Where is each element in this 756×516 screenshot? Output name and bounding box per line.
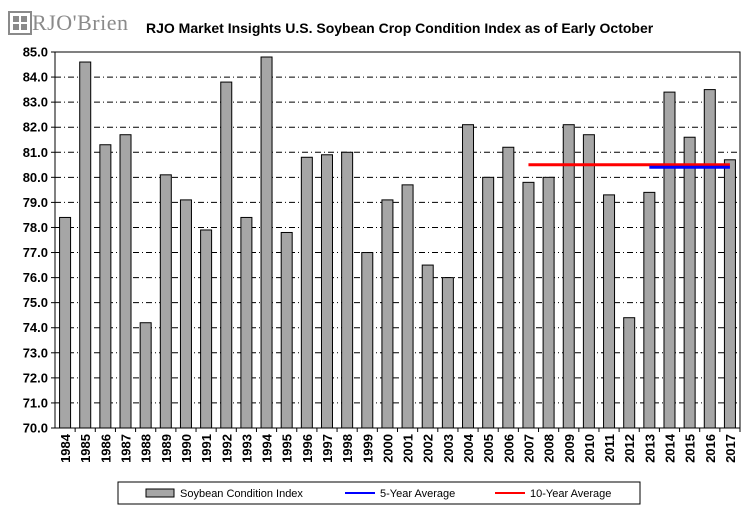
x-tick-label-1995: 1995: [280, 434, 295, 463]
bar-2001: [401, 184, 414, 429]
bar-2007: [522, 181, 535, 429]
bar-2008: [542, 176, 555, 429]
bar-1997: [320, 154, 333, 429]
x-tick-label-2016: 2016: [703, 434, 718, 463]
y-tick-label: 83.0: [23, 95, 48, 110]
bar-2014: [663, 91, 676, 429]
legend-swatch-soybean: [145, 488, 175, 498]
y-tick-label: 70.0: [23, 421, 48, 436]
x-tick-label-2002: 2002: [421, 434, 436, 463]
bar-2004: [462, 124, 475, 429]
x-tick-label-2010: 2010: [582, 434, 597, 463]
x-tick-label-1994: 1994: [260, 433, 275, 463]
x-tick-label-2004: 2004: [461, 433, 476, 463]
bar-1994: [260, 56, 273, 429]
y-tick-label: 84.0: [23, 70, 48, 85]
bar-2011: [603, 194, 616, 429]
y-tick-label: 71.0: [23, 395, 48, 410]
x-tick-label-1984: 1984: [58, 433, 73, 463]
bar-2009: [562, 124, 575, 429]
bar-1984: [59, 216, 72, 429]
bar-1991: [200, 229, 213, 429]
bar-2002: [421, 264, 434, 429]
bar-2005: [482, 176, 495, 429]
y-tick-label: 75.0: [23, 295, 48, 310]
x-tick-label-1988: 1988: [139, 434, 154, 463]
bar-1990: [179, 199, 192, 429]
legend-box: [117, 481, 641, 505]
rjo-brien-logo: RJO'Brien: [8, 8, 128, 38]
x-tick-label-2008: 2008: [542, 434, 557, 463]
x-tick-label-1985: 1985: [78, 434, 93, 463]
y-tick-label: 77.0: [23, 245, 48, 260]
bar-2003: [441, 277, 454, 429]
y-tick-label: 72.0: [23, 370, 48, 385]
y-tick-label: 82.0: [23, 120, 48, 135]
y-tick-label: 73.0: [23, 345, 48, 360]
bar-2017: [723, 159, 736, 429]
bar-1989: [159, 174, 172, 429]
bar-1986: [99, 144, 112, 429]
y-tick-label: 78.0: [23, 220, 48, 235]
legend-label-soybean: Soybean Condition Index: [180, 488, 303, 500]
x-tick-label-2014: 2014: [662, 433, 677, 463]
legend-label-five-year: 5-Year Average: [380, 488, 455, 500]
bar-1993: [240, 216, 253, 429]
logo-mark-icon: [8, 11, 32, 35]
logo-text: RJO'Brien: [32, 10, 129, 35]
y-tick-label: 81.0: [23, 145, 48, 160]
x-tick-label-2003: 2003: [441, 434, 456, 463]
bar-1992: [220, 81, 233, 429]
bar-2010: [582, 134, 595, 429]
bar-2012: [623, 317, 636, 429]
x-tick-label-1992: 1992: [219, 434, 234, 463]
y-tick-label: 74.0: [23, 320, 48, 335]
x-tick-label-1997: 1997: [320, 434, 335, 463]
x-tick-label-1990: 1990: [179, 434, 194, 463]
legend-label-ten-year: 10-Year Average: [530, 488, 611, 500]
bar-2000: [381, 199, 394, 429]
bar-2013: [643, 191, 656, 429]
x-tick-label-2006: 2006: [501, 434, 516, 463]
x-tick-label-1989: 1989: [159, 434, 174, 463]
x-tick-label-2005: 2005: [481, 434, 496, 463]
y-tick-label: 85.0: [23, 45, 48, 60]
chart-title: RJO Market Insights U.S. Soybean Crop Co…: [146, 20, 654, 36]
x-tick-label-2001: 2001: [401, 434, 416, 463]
x-tick-label-1998: 1998: [340, 434, 355, 463]
y-tick-label: 79.0: [23, 195, 48, 210]
x-tick-label-2017: 2017: [723, 434, 738, 463]
x-tick-label-1993: 1993: [239, 434, 254, 463]
bar-1998: [341, 151, 354, 429]
x-tick-label-1996: 1996: [300, 434, 315, 463]
plot-frame: [54, 51, 741, 429]
x-tick-label-1991: 1991: [199, 434, 214, 463]
bar-1987: [119, 134, 132, 429]
y-tick-label: 76.0: [23, 270, 48, 285]
x-tick-label-2015: 2015: [683, 434, 698, 463]
x-tick-label-1999: 1999: [360, 434, 375, 463]
bar-2006: [502, 146, 515, 429]
bar-1996: [300, 156, 313, 429]
bar-1988: [139, 322, 152, 429]
y-tick-label: 80.0: [23, 170, 48, 185]
bar-1985: [79, 61, 92, 429]
x-tick-label-2011: 2011: [602, 434, 617, 462]
x-tick-label-2007: 2007: [521, 434, 536, 463]
x-tick-label-2012: 2012: [622, 434, 637, 463]
bar-1999: [361, 252, 374, 429]
bar-2016: [703, 89, 716, 429]
x-tick-label-1987: 1987: [119, 434, 134, 463]
x-tick-label-2000: 2000: [380, 434, 395, 463]
x-tick-label-2009: 2009: [562, 434, 577, 463]
bar-1995: [280, 231, 293, 429]
bar-2015: [683, 136, 696, 429]
x-tick-label-1986: 1986: [98, 434, 113, 463]
x-tick-label-2013: 2013: [642, 434, 657, 463]
